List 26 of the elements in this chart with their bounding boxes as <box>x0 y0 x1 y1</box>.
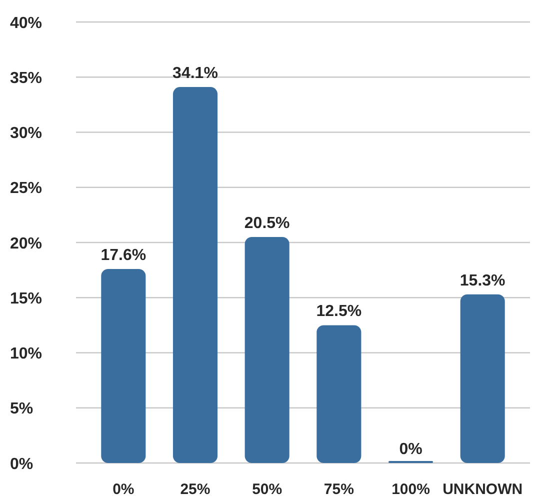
bar <box>101 268 146 463</box>
bar <box>460 294 505 463</box>
y-tick-label: 20% <box>10 235 42 252</box>
x-tick-label: 0% <box>112 481 134 497</box>
y-tick-label: 35% <box>10 70 42 87</box>
data-label: 0% <box>399 441 422 458</box>
bar <box>316 325 362 463</box>
data-label: 34.1% <box>172 65 218 82</box>
bar <box>244 236 290 463</box>
y-tick-label: 30% <box>10 125 42 142</box>
data-label: 20.5% <box>244 214 290 232</box>
x-tick-label: 100% <box>392 481 430 497</box>
y-tick-label: 10% <box>10 346 42 363</box>
data-label: 12.5% <box>316 303 362 320</box>
data-label: 17.6% <box>100 246 146 264</box>
y-tick-label: 0% <box>10 456 34 473</box>
y-tick-label: 40% <box>10 14 42 32</box>
data-label: 15.3% <box>460 272 506 290</box>
x-tick-label: 50% <box>252 481 282 497</box>
x-tick-label: UNKNOWN <box>442 481 523 497</box>
x-tick-label: 25% <box>180 481 210 497</box>
y-tick-label: 15% <box>10 290 42 308</box>
x-tick-label: 75% <box>324 481 354 497</box>
y-tick-label: 5% <box>10 400 34 418</box>
bar <box>172 87 218 463</box>
y-tick-label: 25% <box>10 180 42 198</box>
